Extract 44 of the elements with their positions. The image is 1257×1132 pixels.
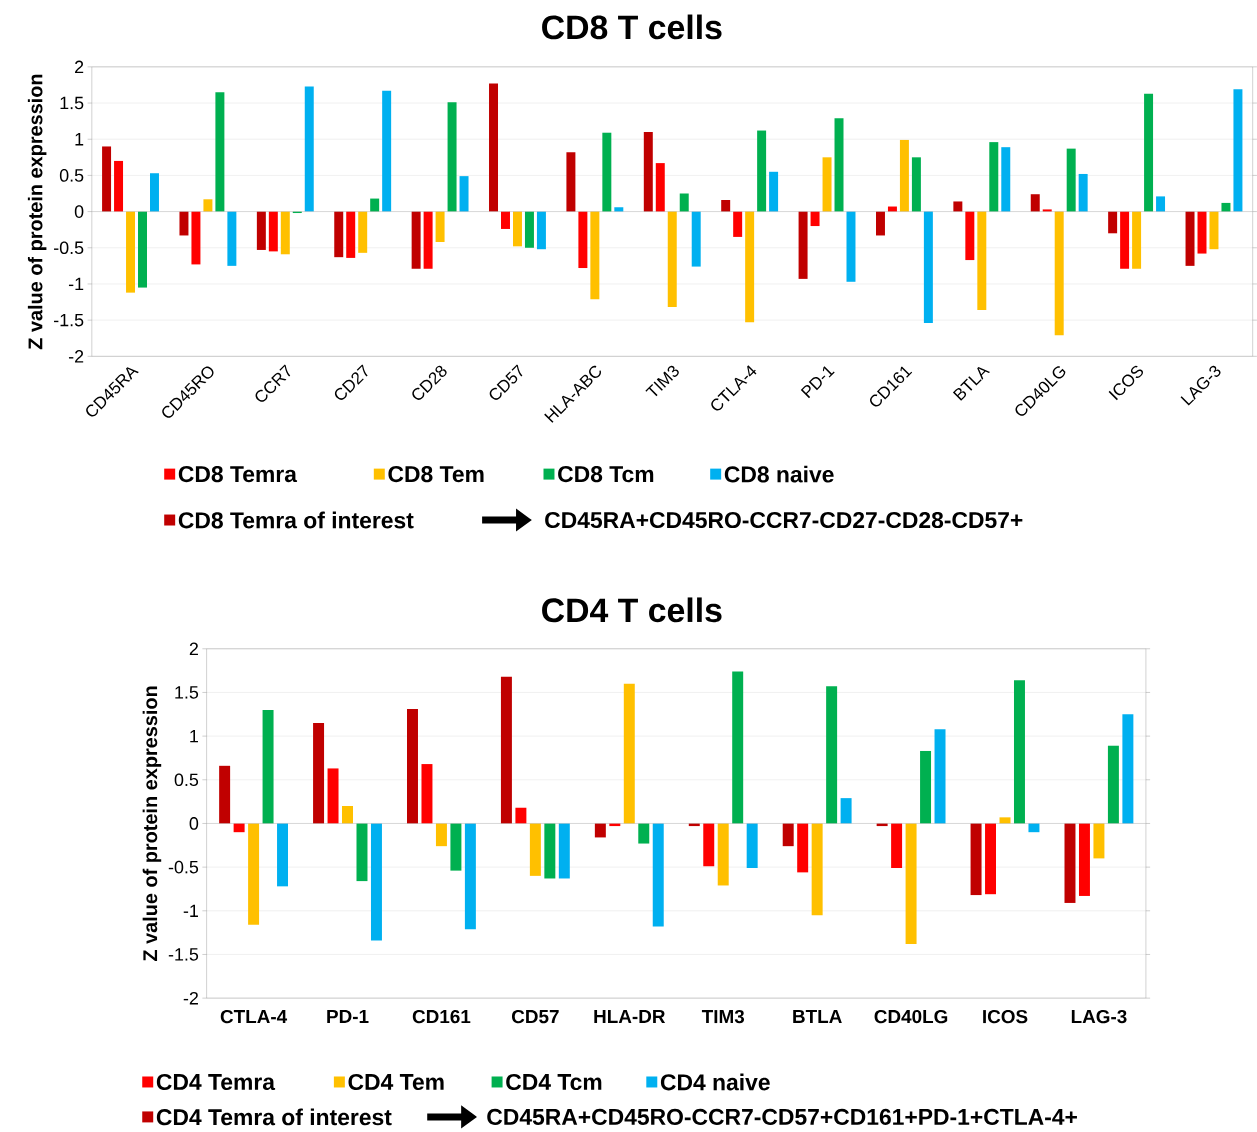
x-tick-label: TIM3 [701,1009,745,1024]
y-axis-title: Z value of protein expression [27,74,47,350]
y-tick-label: 1 [75,133,84,146]
legend-label: CD8 Temra of interest [178,511,414,529]
text: CD45RA+CD45RO-CCR7-CD57+CD161+PD-1+CTLA-4+ [487,1108,1077,1126]
y-tick-label: 0 [189,817,199,830]
y-tick-label: -1 [183,904,198,917]
legend-label: CD4 Tcm [506,1073,602,1091]
legend-label: CD4 naive [660,1073,770,1091]
legend-label: CD8 Tem [388,466,484,483]
legend-label: CD4 Temra of interest [156,1108,392,1126]
legend-label: CD4 Temra [156,1073,276,1091]
x-tick-label: CD57 [511,1009,559,1024]
chart-title: CD4 T cells [542,597,722,623]
y-tick-label: 0.5 [59,169,84,182]
x-tick-label: HLA-DR [594,1009,666,1023]
legend-label: CD8 Temra [178,466,298,483]
x-tick-label: CD40LG [874,1009,948,1024]
y-tick-label: -0.5 [54,241,84,255]
y-tick-label: -2 [68,350,84,363]
x-tick-label: PD-1 [327,1009,369,1023]
legend-label: CD8 naive [724,465,834,483]
y-tick-label: -2 [183,991,198,1005]
y-tick-label: 0 [74,205,84,218]
x-tick-label: ICOS [983,1009,1028,1024]
legend-label: CD8 Tcm [558,466,654,483]
y-tick-label: 2 [189,642,198,656]
y-tick-label: -1 [68,277,84,291]
y-tick-label: 1.5 [175,686,199,699]
text: CD45RA+CD45RO-CCR7-CD27-CD28-CD57+ [545,511,1023,529]
y-tick-label: 1 [190,730,198,743]
x-tick-label: CTLA-4 [220,1009,288,1024]
y-tick-label: -1.5 [168,948,199,961]
legend-label: CD4 Tem [348,1073,444,1091]
y-tick-label: -1.5 [54,313,84,327]
y-axis-title: Z value of protein expression [142,686,162,962]
x-tick-label: BTLA [793,1009,842,1023]
y-tick-label: 2 [75,60,84,74]
x-tick-label: LAG-3 [1071,1009,1127,1024]
y-tick-label: 1.5 [60,96,84,110]
y-tick-label: 0.5 [174,773,199,787]
x-tick-label: CD161 [412,1009,471,1024]
chart-title: CD8 T cells [542,14,722,40]
y-tick-label: -0.5 [168,860,199,874]
